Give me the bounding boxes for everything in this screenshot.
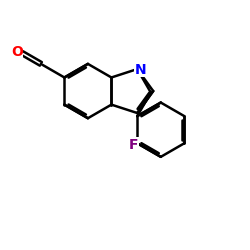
Text: O: O <box>11 45 23 59</box>
Text: F: F <box>128 138 138 152</box>
Text: N: N <box>135 62 146 76</box>
